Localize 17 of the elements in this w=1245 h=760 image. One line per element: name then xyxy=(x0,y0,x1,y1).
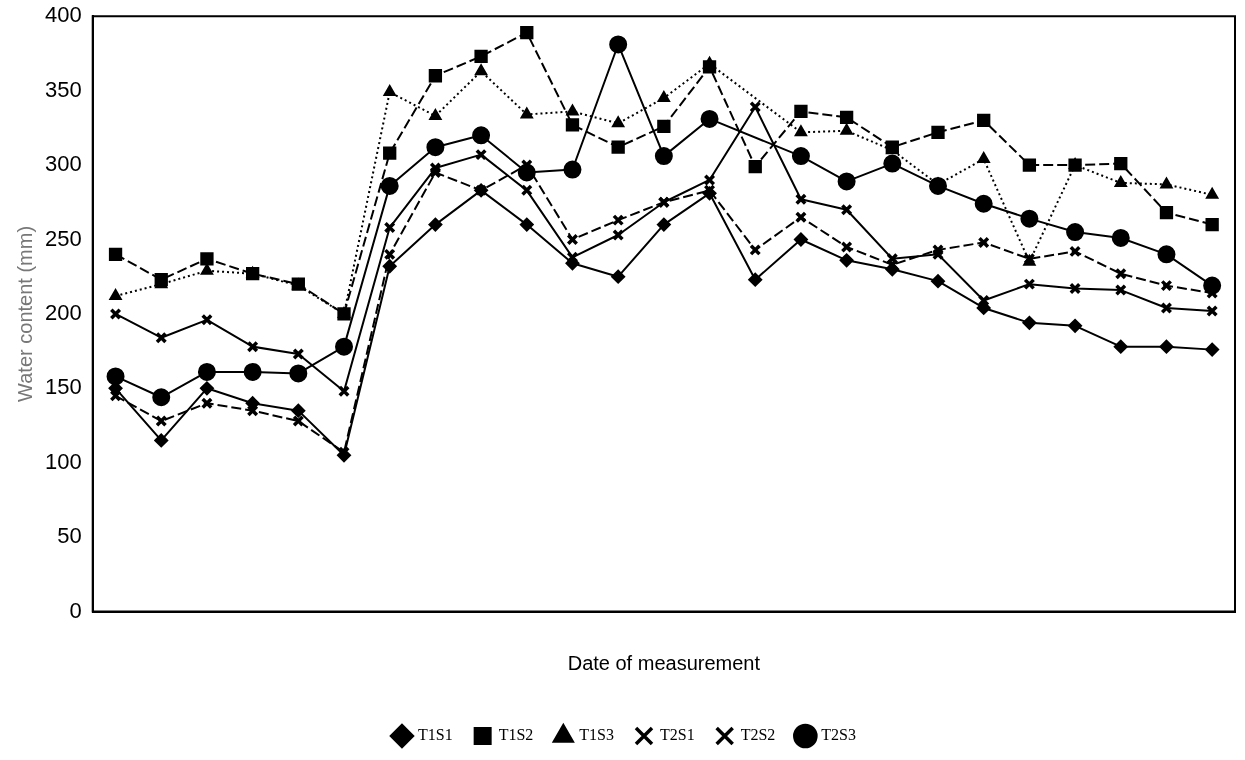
legend-label: T2S2 xyxy=(740,726,776,744)
y-tick-label: 100 xyxy=(44,448,82,474)
y-tick-label: 400 xyxy=(44,2,82,28)
y-tick-label: 150 xyxy=(44,374,82,400)
legend-label: T1S1 xyxy=(417,726,453,744)
legend-label: T1S3 xyxy=(579,726,614,744)
y-tick-label: 300 xyxy=(44,151,82,177)
y-tick-label: 350 xyxy=(44,76,82,102)
y-tick-label: 0 xyxy=(69,597,82,623)
y-tick-label: 250 xyxy=(44,225,82,251)
legend-label: T2S1 xyxy=(660,726,695,744)
legend-label: T1S2 xyxy=(498,726,534,744)
y-tick-label: 50 xyxy=(57,523,82,549)
y-tick-label: 200 xyxy=(44,299,82,325)
x-axis-title: Date of measurement xyxy=(567,651,761,674)
legend-label: T2S3 xyxy=(821,726,857,744)
y-axis-title: Water content (mm) xyxy=(13,225,36,402)
